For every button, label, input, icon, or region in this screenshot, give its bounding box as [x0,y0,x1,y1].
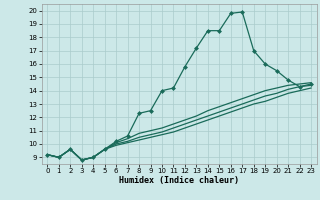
X-axis label: Humidex (Indice chaleur): Humidex (Indice chaleur) [119,176,239,185]
